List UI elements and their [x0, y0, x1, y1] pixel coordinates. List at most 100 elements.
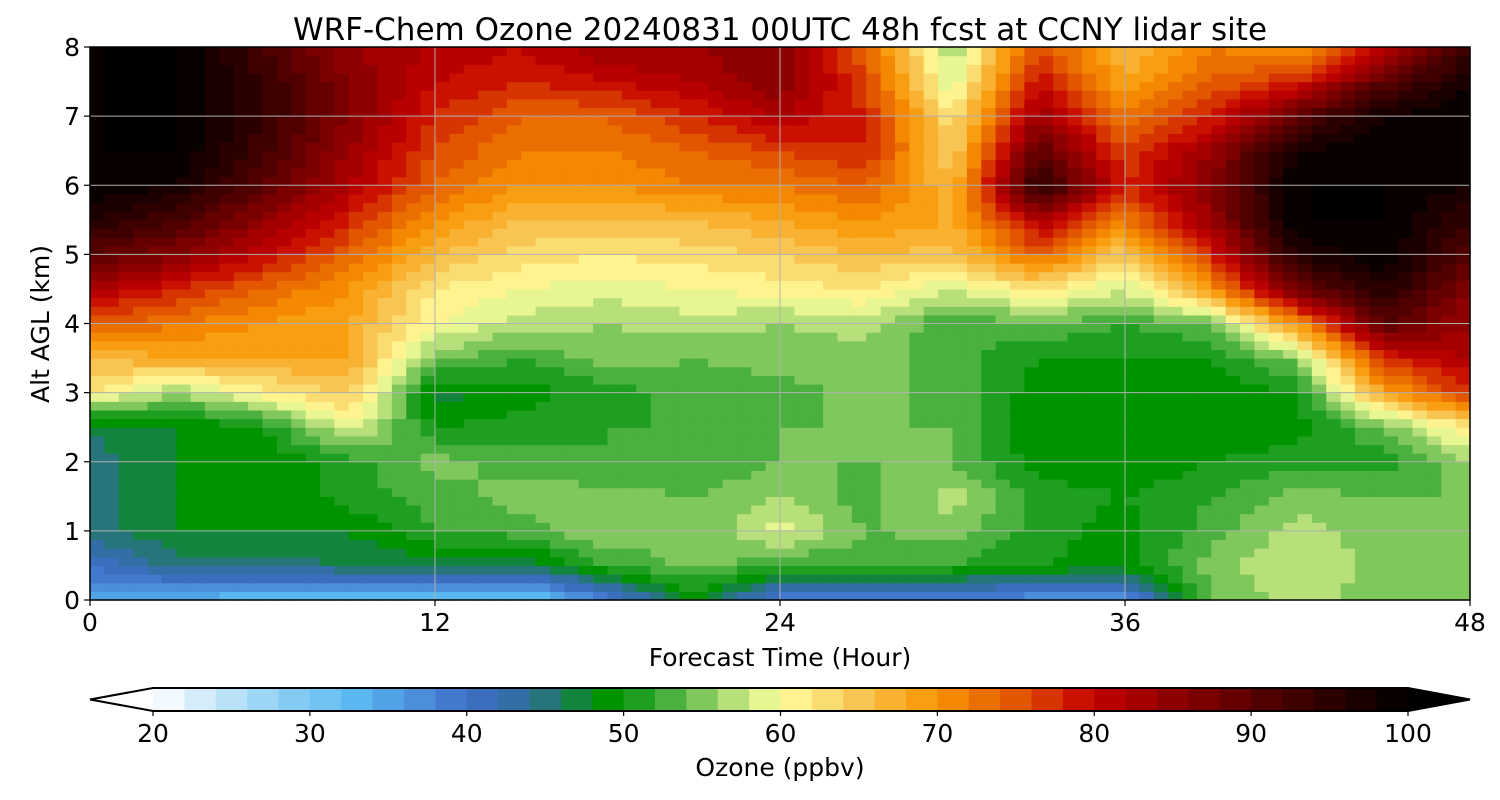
contour-cell: [1024, 332, 1040, 342]
contour-cell: [751, 340, 767, 351]
contour-cell: [909, 522, 925, 532]
contour-cell: [1153, 323, 1169, 333]
contour-cell: [1297, 591, 1313, 601]
contour-cell: [276, 340, 292, 351]
contour-cell: [478, 314, 494, 325]
contour-cell: [952, 513, 968, 523]
contour-cell: [219, 193, 235, 204]
contour-cell: [1455, 461, 1471, 471]
contour-cell: [521, 340, 537, 351]
contour-cell: [161, 461, 177, 471]
contour-cell: [118, 263, 134, 273]
contour-cell: [708, 159, 724, 169]
contour-cell: [593, 539, 609, 549]
contour-cell: [478, 306, 494, 316]
contour-cell: [233, 556, 249, 567]
contour-cell: [1110, 280, 1126, 290]
contour-cell: [435, 375, 450, 385]
contour-cell: [248, 237, 264, 247]
contour-cell: [1283, 219, 1299, 230]
contour-cell: [147, 323, 163, 333]
contour-cell: [147, 375, 163, 385]
contour-cell: [708, 487, 724, 497]
contour-cell: [1311, 556, 1327, 567]
contour-cell: [866, 150, 882, 160]
contour-cell: [1182, 582, 1198, 592]
contour-cell: [377, 280, 393, 290]
contour-cell: [1139, 288, 1155, 299]
contour-cell: [391, 366, 407, 376]
contour-cell: [1010, 375, 1025, 385]
contour-cell: [550, 306, 565, 316]
contour-cell: [262, 539, 278, 549]
contour-cell: [420, 556, 436, 567]
contour-cell: [895, 193, 910, 204]
contour-cell: [1254, 582, 1270, 592]
contour-cell: [866, 254, 882, 264]
contour-cell: [391, 167, 407, 178]
contour-cell: [837, 314, 853, 325]
contour-cell: [1053, 150, 1069, 160]
contour-cell: [320, 418, 335, 428]
contour-cell: [190, 565, 206, 575]
contour-cell: [866, 582, 882, 592]
contour-cell: [693, 332, 709, 342]
contour-cell: [693, 340, 709, 351]
contour-cell: [1355, 280, 1370, 290]
contour-cell: [1067, 418, 1083, 428]
contour-cell: [1096, 211, 1112, 221]
contour-cell: [435, 176, 450, 186]
contour-cell: [1081, 392, 1097, 402]
contour-cell: [909, 582, 925, 592]
contour-cell: [420, 366, 436, 376]
contour-cell: [435, 263, 450, 273]
contour-cell: [377, 582, 393, 592]
contour-cell: [1455, 297, 1471, 307]
contour-cell: [550, 237, 565, 247]
contour-cell: [952, 565, 968, 575]
contour-cell: [1311, 470, 1327, 480]
contour-cell: [1297, 228, 1313, 238]
contour-cell: [348, 314, 364, 325]
contour-cell: [995, 574, 1011, 584]
contour-cell: [995, 470, 1011, 480]
contour-cell: [938, 366, 954, 376]
contour-cell: [478, 556, 494, 567]
contour-cell: [334, 332, 350, 342]
contour-cell: [1240, 435, 1255, 446]
contour-cell: [1038, 418, 1054, 428]
contour-cell: [521, 556, 537, 567]
contour-cell: [377, 470, 393, 480]
contour-cell: [650, 237, 666, 247]
contour-cell: [1024, 591, 1040, 601]
contour-cell: [1053, 375, 1069, 385]
contour-cell: [794, 211, 810, 221]
contour-cell: [219, 202, 235, 212]
contour-cell: [794, 470, 810, 480]
contour-cell: [1369, 202, 1385, 212]
contour-cell: [449, 358, 465, 368]
contour-cell: [751, 591, 767, 601]
contour-cell: [995, 565, 1011, 575]
contour-cell: [363, 548, 379, 558]
contour-cell: [995, 185, 1011, 195]
contour-cell: [1254, 409, 1270, 420]
contour-cell: [650, 548, 666, 558]
contour-cell: [176, 383, 192, 394]
contour-cell: [1081, 366, 1097, 376]
contour-cell: [205, 383, 220, 394]
contour-cell: [276, 306, 292, 316]
contour-cell: [320, 176, 335, 186]
contour-cell: [420, 453, 436, 463]
contour-cell: [1196, 306, 1212, 316]
contour-cell: [1254, 375, 1270, 385]
contour-cell: [1125, 504, 1140, 515]
contour-cell: [938, 150, 954, 160]
contour-cell: [981, 418, 997, 428]
contour-cell: [550, 444, 565, 454]
contour-cell: [147, 297, 163, 307]
contour-cell: [348, 522, 364, 532]
contour-cell: [377, 323, 393, 333]
contour-cell: [938, 254, 954, 264]
contour-cell: [233, 271, 249, 281]
